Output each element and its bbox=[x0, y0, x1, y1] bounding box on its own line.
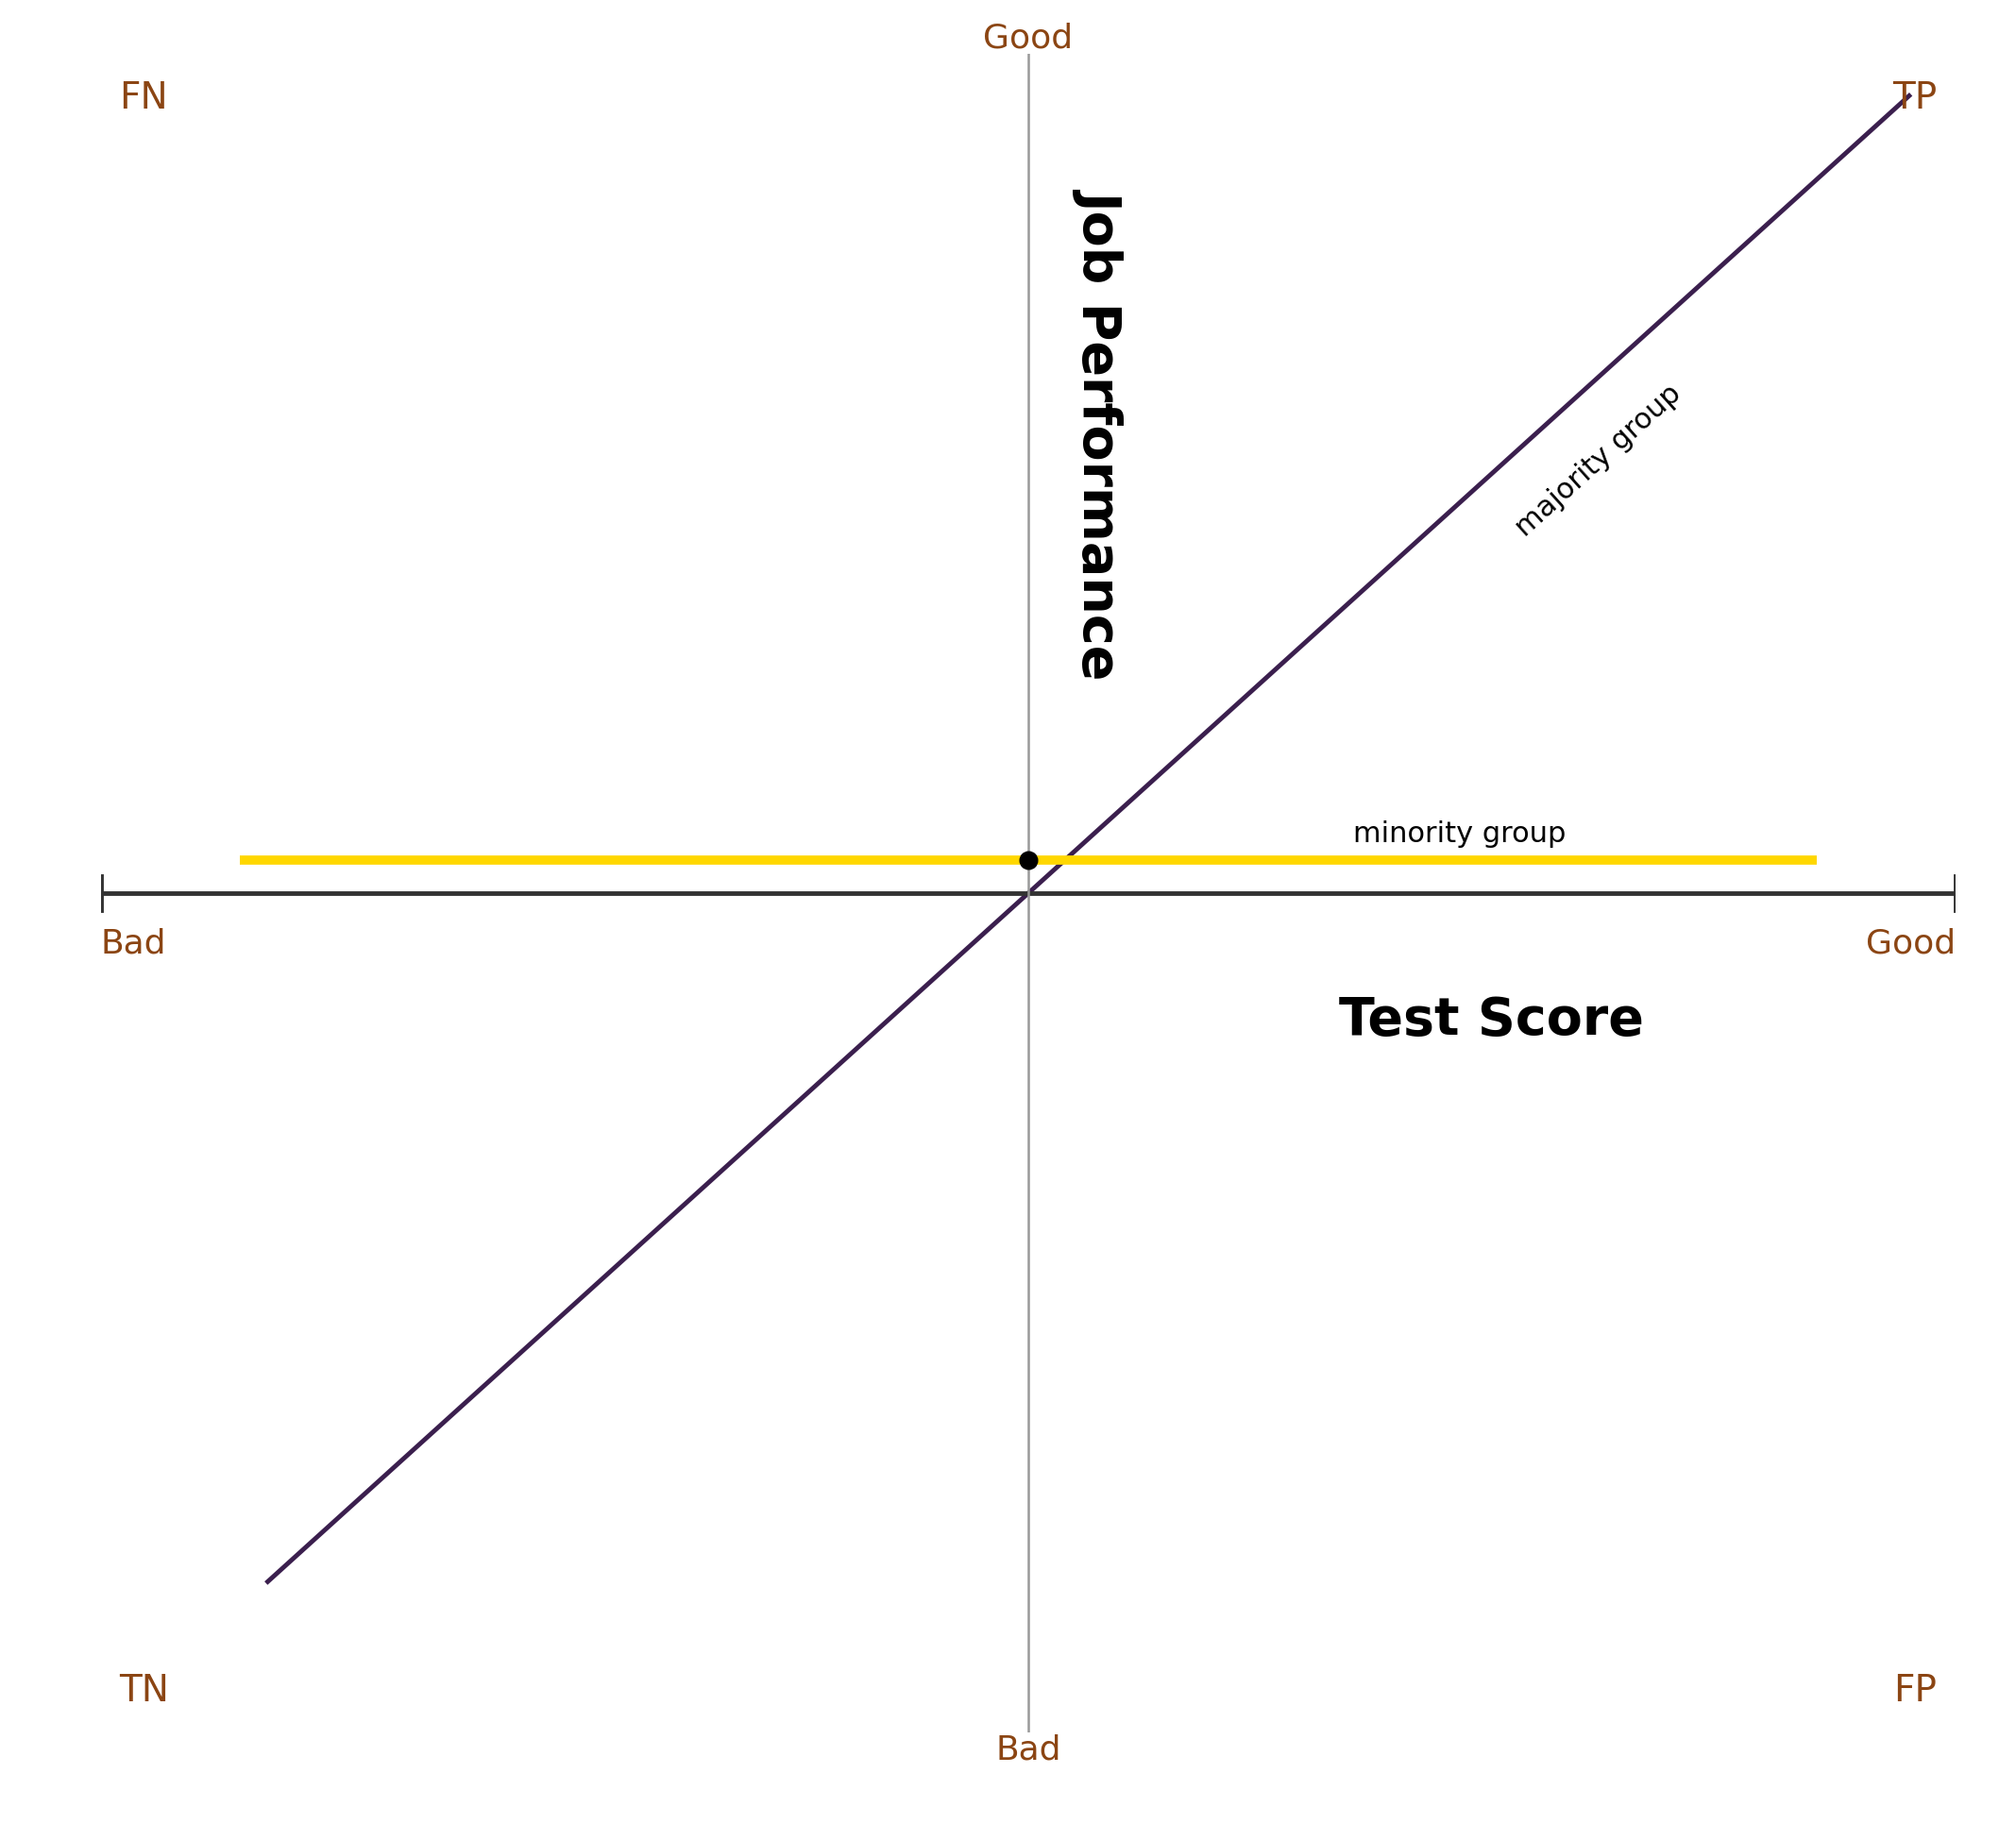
Text: Test Score: Test Score bbox=[1339, 994, 1645, 1045]
Text: minority group: minority group bbox=[1353, 821, 1566, 848]
Text: Bad: Bad bbox=[101, 927, 167, 959]
Text: FP: FP bbox=[1893, 1673, 1937, 1707]
Text: Job Performance: Job Performance bbox=[1075, 188, 1125, 677]
Text: majority group: majority group bbox=[1510, 379, 1687, 542]
Text: Good: Good bbox=[1865, 927, 1956, 959]
Text: Bad: Bad bbox=[996, 1733, 1060, 1766]
Text: TP: TP bbox=[1893, 80, 1937, 115]
Point bbox=[1012, 846, 1044, 876]
Text: FN: FN bbox=[119, 80, 167, 115]
Text: TN: TN bbox=[119, 1673, 169, 1707]
Text: Good: Good bbox=[984, 22, 1073, 55]
